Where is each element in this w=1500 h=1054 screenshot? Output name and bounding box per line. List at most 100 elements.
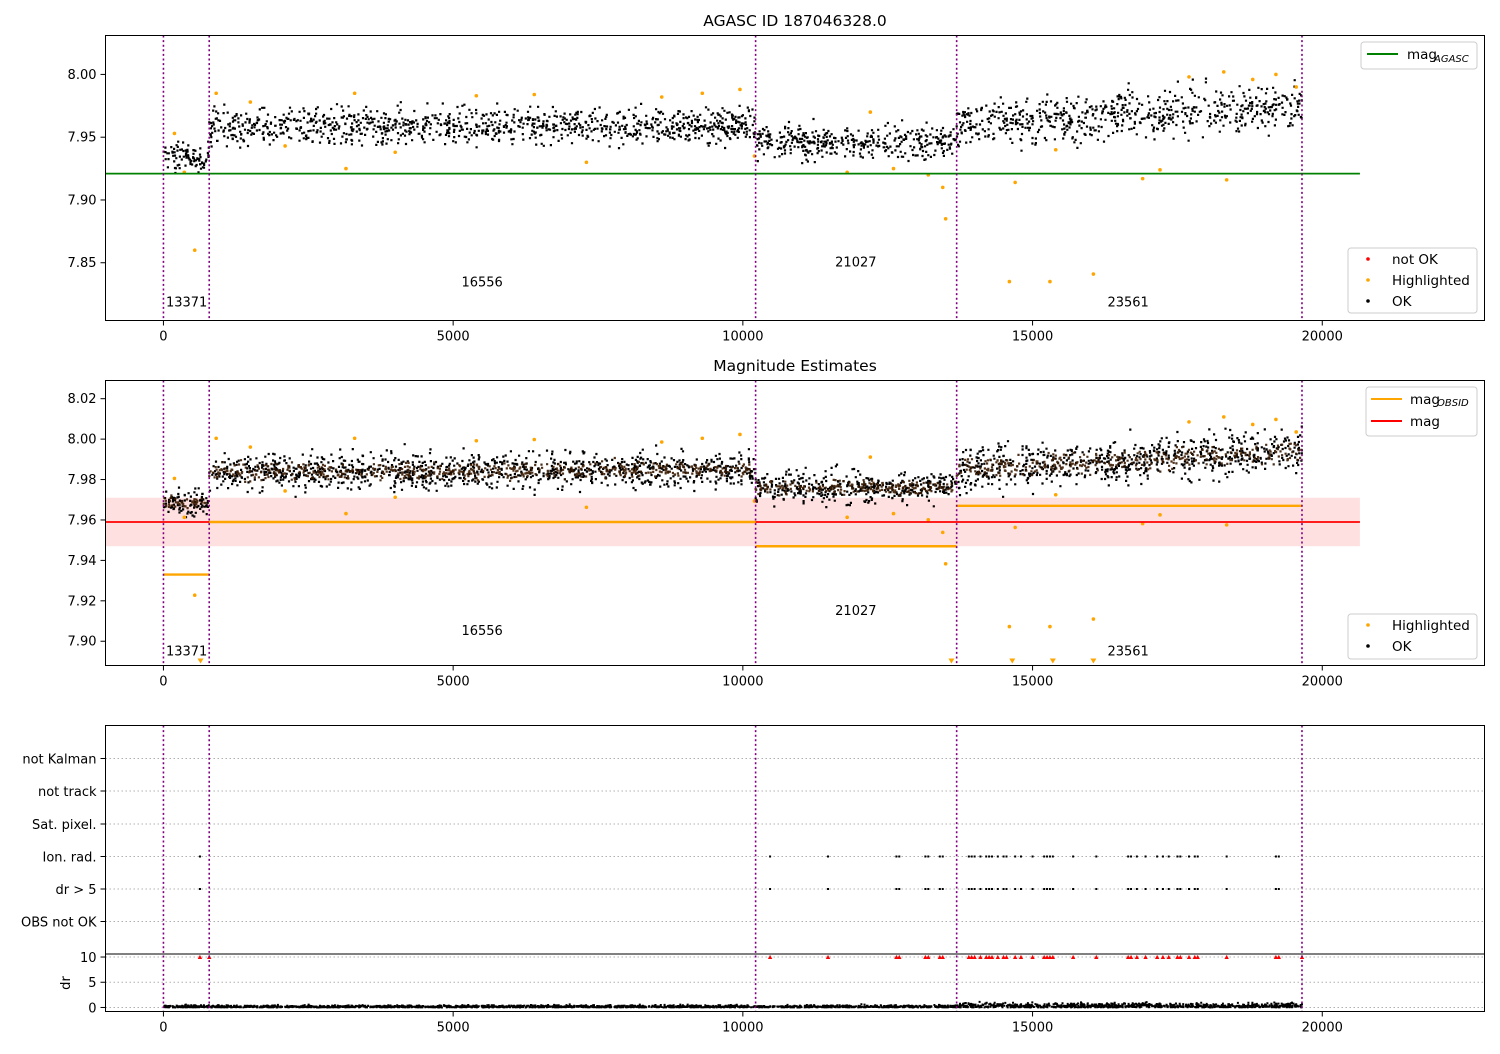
flag-event-marker — [938, 888, 941, 890]
highlighted-point — [474, 93, 479, 98]
highlighted-point — [172, 131, 177, 136]
flag-event-marker — [970, 855, 973, 858]
highlighted-point — [1048, 624, 1052, 629]
highlighted-point — [283, 489, 287, 493]
highlighted-point — [1224, 178, 1229, 182]
legend-label: OK — [1392, 639, 1413, 655]
dr-clipped-marker — [767, 954, 773, 960]
x-tick-label: 20000 — [1302, 1021, 1343, 1036]
highlighted-point — [868, 455, 873, 459]
dr-clipped-marker — [972, 954, 977, 960]
y-tick-label: 8.00 — [68, 68, 97, 83]
flag-event-marker — [1225, 888, 1228, 890]
highlighted-point — [1187, 75, 1191, 79]
dr-clipped-marker — [937, 954, 943, 960]
flag-event-marker — [1135, 888, 1138, 890]
dr-clipped-marker — [1154, 954, 1160, 960]
flag-event-marker — [967, 888, 970, 890]
flag-event-marker — [1176, 855, 1179, 858]
plot-area: 13371 16556 21027 23561 — [105, 35, 1360, 321]
flag-event-marker — [985, 855, 988, 858]
highlighted-point — [891, 511, 896, 516]
out-of-range-marker — [1009, 658, 1016, 664]
dr-clipped-marker — [978, 954, 983, 960]
x-tick-label: 10000 — [722, 1021, 763, 1036]
flag-event-marker — [1051, 888, 1054, 890]
dr-clipped-marker — [1128, 954, 1134, 960]
flag-event-marker — [1144, 888, 1147, 890]
flag-event-marker — [898, 855, 901, 858]
axes: 0 5000 10000 15000 20000 7.90 7.92 7.94 7.96 7.98… — [68, 392, 1343, 689]
ok-points — [208, 101, 757, 150]
highlighted-point — [1221, 415, 1226, 419]
plot-area: 13371 16556 21027 23561 — [105, 380, 1360, 666]
flag-event-marker — [973, 888, 976, 890]
flag-event-marker — [927, 888, 930, 890]
flag-row-label: Ion. rad. — [43, 851, 97, 866]
flag-event-marker — [1002, 888, 1005, 890]
flag-event-marker — [1127, 888, 1130, 890]
flag-event-marker — [970, 888, 973, 890]
axes: 0 5000 10000 15000 20000 not Kalman not track S… — [21, 753, 1343, 1036]
highlighted-point — [172, 476, 177, 481]
dr-clipped-marker — [989, 954, 995, 960]
x-tick-label: 15000 — [1012, 330, 1053, 345]
flag-event-marker — [1176, 888, 1179, 890]
flag-event-marker — [979, 888, 982, 890]
x-tick-label: 15000 — [1012, 675, 1053, 690]
highlighted-point — [393, 495, 398, 500]
dr-clipped-marker — [1004, 954, 1009, 960]
highlighted-point — [584, 160, 589, 165]
dr-clipped-marker — [1018, 954, 1024, 960]
y-tick-label: 7.95 — [68, 131, 97, 146]
x-tick-label: 20000 — [1302, 675, 1343, 690]
dr-clipped-marker — [1125, 954, 1131, 960]
obsid-label: 13371 — [166, 644, 207, 659]
dr-clipped-marker — [923, 954, 928, 960]
flags-panel: 0 5000 10000 15000 20000 not Kalman not track S… — [21, 725, 1485, 1036]
flag-event-marker — [991, 855, 993, 858]
highlighted-point — [1221, 70, 1226, 74]
flag-event-marker — [1005, 888, 1008, 890]
dr-clipped-marker — [984, 954, 989, 960]
highlighted-point — [700, 436, 705, 441]
dr-clipped-marker — [1047, 954, 1053, 960]
dr-clipped-marker — [1224, 954, 1229, 960]
legend-label: mag — [1410, 414, 1440, 430]
highlighted-point — [738, 432, 742, 437]
highlighted-point — [940, 530, 945, 535]
flag-row-label: not track — [38, 785, 97, 800]
flag-event-marker — [1095, 888, 1098, 890]
highlighted-point — [248, 100, 253, 104]
highlighted-point — [1007, 624, 1012, 629]
dr-clipped-marker — [1030, 954, 1035, 960]
dr-points — [163, 1000, 1303, 1009]
flag-event-marker — [938, 855, 941, 858]
highlighted-point — [214, 91, 218, 96]
y-tick-label: 7.85 — [68, 256, 97, 271]
x-tick-label: 0 — [159, 1021, 167, 1036]
highlighted-point — [659, 440, 664, 444]
flag-event-marker — [988, 855, 991, 858]
flag-event-marker — [1179, 855, 1182, 858]
legend-frame — [1360, 41, 1478, 70]
highlighted-point — [1158, 513, 1162, 517]
highlighted-point — [845, 515, 849, 520]
highlighted-point — [352, 436, 357, 441]
out-of-range-marker — [197, 658, 204, 664]
dr-clipped-marker — [986, 954, 992, 960]
flag-event-marker — [1002, 855, 1005, 858]
y-tick-label: 7.94 — [68, 554, 97, 569]
magnitude-estimates-panel: Magnitude Estimates 13371 16556 21027 23561… — [68, 357, 1485, 690]
highlighted-point — [393, 150, 398, 155]
highlighted-point — [344, 511, 348, 516]
highlighted-point — [248, 445, 253, 449]
flag-event-marker — [1046, 855, 1049, 858]
highlighted-point — [926, 518, 931, 522]
highlighted-point — [532, 437, 537, 442]
ok-points — [755, 117, 957, 165]
ok-points-dense — [208, 456, 752, 483]
flag-event-marker — [1274, 888, 1277, 890]
flag-event-marker — [979, 855, 982, 858]
flag-event-marker — [996, 888, 999, 890]
